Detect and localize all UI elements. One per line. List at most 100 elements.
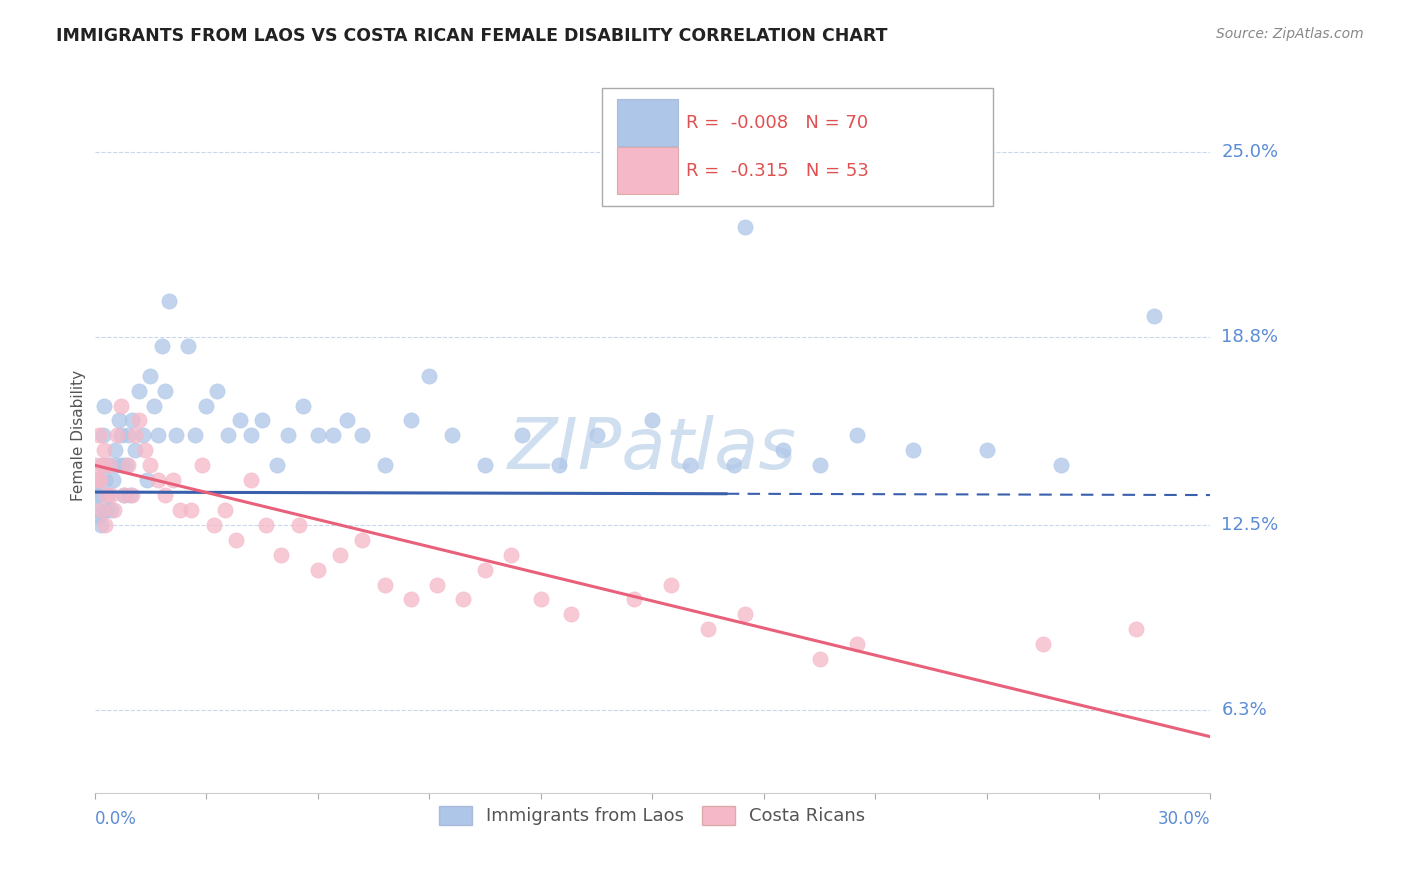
- Point: [128, 413, 150, 427]
- Point: [103, 503, 125, 517]
- Point: [352, 533, 374, 547]
- Point: [418, 368, 440, 383]
- Point: [86, 473, 108, 487]
- Text: 0.0%: 0.0%: [94, 810, 136, 828]
- Point: [641, 413, 664, 427]
- Legend: Immigrants from Laos, Costa Ricans: Immigrants from Laos, Costa Ricans: [430, 797, 875, 834]
- Point: [87, 508, 110, 523]
- Point: [97, 458, 120, 473]
- Point: [399, 413, 422, 427]
- Point: [89, 473, 111, 487]
- Point: [307, 428, 329, 442]
- Point: [180, 503, 202, 517]
- Point: [111, 458, 134, 473]
- Text: Source: ZipAtlas.com: Source: ZipAtlas.com: [1216, 27, 1364, 41]
- Point: [146, 428, 169, 442]
- Point: [104, 443, 127, 458]
- Point: [734, 219, 756, 234]
- Point: [474, 458, 496, 473]
- Point: [374, 577, 396, 591]
- Point: [94, 503, 117, 517]
- Point: [143, 399, 166, 413]
- Text: 6.3%: 6.3%: [1222, 701, 1267, 719]
- Point: [121, 413, 143, 427]
- Point: [560, 607, 582, 622]
- Point: [772, 443, 794, 458]
- Point: [94, 517, 117, 532]
- Point: [266, 458, 288, 473]
- Point: [169, 503, 191, 517]
- Point: [96, 488, 118, 502]
- Text: 25.0%: 25.0%: [1222, 143, 1278, 161]
- Point: [121, 488, 143, 502]
- Point: [124, 443, 146, 458]
- Point: [93, 443, 115, 458]
- Point: [352, 428, 374, 442]
- Point: [100, 488, 122, 502]
- Point: [697, 622, 720, 636]
- Point: [139, 458, 162, 473]
- Point: [86, 488, 108, 502]
- Point: [98, 458, 121, 473]
- FancyBboxPatch shape: [617, 147, 678, 194]
- Point: [202, 517, 225, 532]
- Point: [110, 428, 132, 442]
- Point: [901, 443, 924, 458]
- Point: [97, 488, 120, 502]
- Point: [322, 428, 344, 442]
- Point: [548, 458, 571, 473]
- Point: [678, 458, 700, 473]
- Point: [91, 458, 114, 473]
- Point: [105, 458, 128, 473]
- Point: [117, 458, 139, 473]
- Point: [118, 488, 141, 502]
- Point: [207, 384, 229, 398]
- Point: [845, 637, 868, 651]
- Point: [101, 473, 124, 487]
- Point: [132, 428, 155, 442]
- Point: [228, 413, 250, 427]
- Point: [124, 428, 146, 442]
- Point: [90, 503, 112, 517]
- Point: [135, 473, 157, 487]
- Point: [100, 503, 122, 517]
- Point: [110, 399, 132, 413]
- Point: [426, 577, 449, 591]
- Point: [307, 563, 329, 577]
- Point: [91, 458, 114, 473]
- Point: [128, 384, 150, 398]
- Point: [277, 428, 299, 442]
- Point: [329, 548, 352, 562]
- Point: [336, 413, 359, 427]
- Point: [157, 294, 180, 309]
- Y-axis label: Female Disability: Female Disability: [72, 370, 86, 501]
- Text: R =  -0.315   N = 53: R = -0.315 N = 53: [686, 161, 869, 179]
- Text: IMMIGRANTS FROM LAOS VS COSTA RICAN FEMALE DISABILITY CORRELATION CHART: IMMIGRANTS FROM LAOS VS COSTA RICAN FEMA…: [56, 27, 887, 45]
- Point: [87, 428, 110, 442]
- Point: [1125, 622, 1147, 636]
- Point: [217, 428, 239, 442]
- Point: [499, 548, 522, 562]
- Point: [139, 368, 162, 383]
- Point: [191, 458, 214, 473]
- Text: 18.8%: 18.8%: [1222, 328, 1278, 346]
- Point: [195, 399, 218, 413]
- Point: [451, 592, 474, 607]
- Point: [808, 652, 831, 666]
- Point: [86, 458, 108, 473]
- Text: 30.0%: 30.0%: [1157, 810, 1211, 828]
- Point: [165, 428, 187, 442]
- Point: [239, 473, 262, 487]
- Point: [134, 443, 156, 458]
- Point: [146, 473, 169, 487]
- Text: R =  -0.008   N = 70: R = -0.008 N = 70: [686, 113, 868, 131]
- Point: [585, 428, 607, 442]
- Point: [155, 488, 177, 502]
- Point: [250, 413, 273, 427]
- Point: [288, 517, 311, 532]
- Point: [474, 563, 496, 577]
- Point: [623, 592, 645, 607]
- Point: [659, 577, 682, 591]
- Point: [184, 428, 207, 442]
- Point: [87, 473, 110, 487]
